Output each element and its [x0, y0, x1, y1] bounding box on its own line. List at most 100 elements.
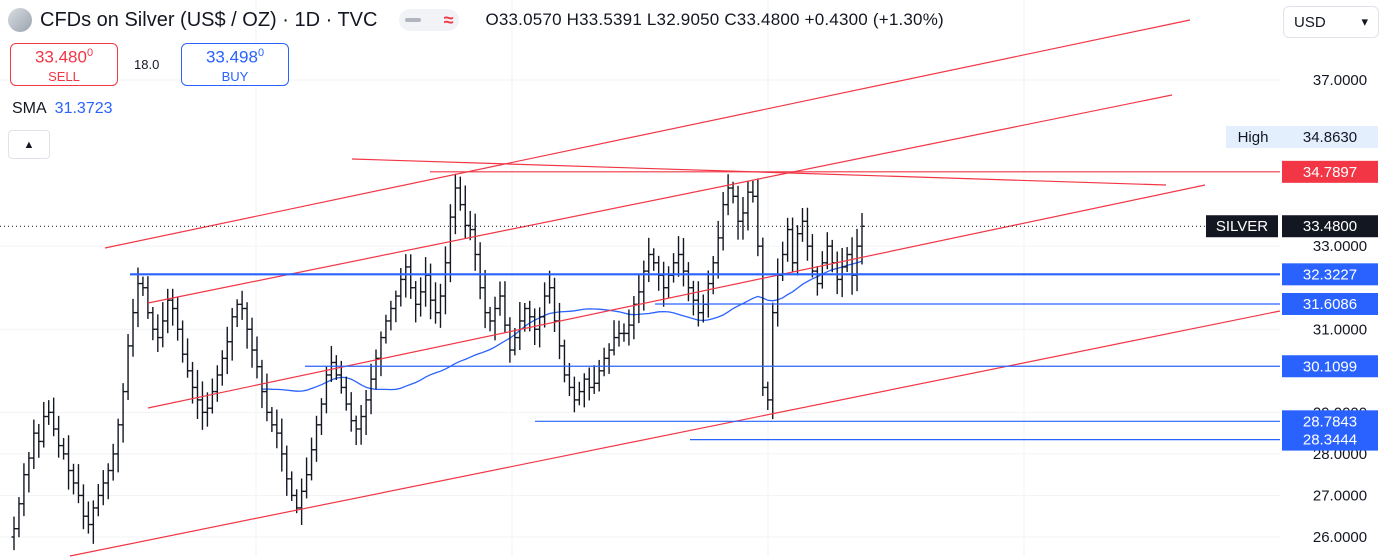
ohlc-bar — [368, 363, 374, 415]
ohlc-bar — [552, 277, 558, 333]
ohlc-bar — [348, 392, 354, 432]
ohlc-bar — [160, 302, 166, 348]
flag-pill[interactable]: ≈ — [399, 9, 460, 31]
price-label-badge: 34.7897 — [1282, 160, 1378, 183]
symbol-header: CFDs on Silver (US$ / OZ) · 1D · TVC ≈ O… — [8, 6, 944, 34]
ohlc-bar — [56, 415, 62, 458]
ohlc-bar — [185, 338, 191, 378]
ohlc-bar — [854, 228, 860, 292]
ohlc-bar — [542, 282, 548, 328]
buy-button[interactable]: 33.4980 BUY — [181, 43, 289, 86]
ohlc-bar — [343, 376, 349, 411]
axis-tick-label: 37.0000 — [1313, 72, 1367, 89]
ohlc-bar — [204, 392, 210, 427]
ohlc-bar — [234, 299, 240, 328]
ohlc-bar — [606, 343, 612, 374]
ohlc-bar — [646, 237, 652, 283]
ohlc-bar — [403, 254, 409, 298]
ohlc-bar — [100, 470, 106, 506]
ohlc-bar — [125, 334, 131, 401]
sma-value: 31.3723 — [54, 100, 113, 117]
ohlc-readout: O33.0570 H33.5391 L32.9050 C33.4800 +0.4… — [485, 10, 944, 29]
axis-tick-label: 26.0000 — [1313, 529, 1367, 546]
badge-value: 34.7897 — [1303, 164, 1357, 181]
ohlc-bar — [839, 247, 845, 298]
badge-value: 28.3444 — [1303, 432, 1357, 449]
sell-button[interactable]: 33.4800 SELL — [10, 43, 118, 86]
ohlc-bar — [735, 185, 741, 240]
silver-logo-icon — [8, 8, 32, 32]
ohlc-bar — [155, 314, 161, 352]
ohlc-bar — [730, 181, 736, 204]
ohlc-bar — [279, 418, 285, 472]
price-label-badge: 28.3444 — [1282, 428, 1378, 451]
ohlc-bar — [110, 443, 116, 481]
ohlc-bar — [90, 500, 96, 544]
ohlc-bar — [165, 288, 171, 334]
ohlc-bar — [586, 367, 592, 401]
ohlc-bar — [190, 361, 196, 404]
ohlc-bar — [284, 445, 290, 496]
badge-bg — [1282, 160, 1378, 183]
price-label-badge: 32.3227 — [1282, 263, 1378, 286]
symbol-badge-label: SILVER — [1216, 218, 1268, 235]
ohlc-bar — [626, 309, 632, 346]
ohlc-bar — [314, 415, 320, 462]
ohlc-bar — [804, 207, 810, 261]
ohlc-bar — [363, 390, 369, 436]
ohlc-bar — [264, 373, 270, 422]
ohlc-bar — [95, 483, 101, 517]
ohlc-bar — [561, 339, 567, 383]
ohlc-bar — [576, 381, 582, 406]
badge-value: 31.6086 — [1303, 296, 1357, 313]
ohlc-bar — [527, 300, 533, 332]
ohlc-bar — [770, 302, 776, 420]
ohlc-bar — [249, 317, 255, 368]
badge-bg — [1282, 410, 1378, 433]
ohlc-bar — [180, 320, 186, 363]
ohlc-bar — [229, 307, 235, 361]
ohlc-bar — [21, 463, 27, 517]
ohlc-bar — [408, 254, 414, 299]
spread-value: 18.0 — [134, 57, 160, 72]
ohlc-bar — [274, 409, 280, 449]
ohlc-bar — [31, 419, 37, 470]
ohlc-bar — [472, 213, 478, 271]
ohlc-bar — [194, 369, 200, 419]
buy-price: 33.4980 — [182, 47, 288, 68]
axis-tick-label: 33.0000 — [1313, 238, 1367, 255]
high-value-bg — [1282, 126, 1378, 148]
symbol-title[interactable]: CFDs on Silver (US$ / OZ) · 1D · TVC — [40, 8, 378, 31]
sma-legend[interactable]: SMA 31.3723 — [12, 100, 113, 118]
ohlc-bar — [115, 418, 121, 473]
last-price-bg — [1282, 215, 1378, 238]
high-badge-bg — [1226, 126, 1282, 148]
axis-tick-label: 27.0000 — [1313, 487, 1367, 504]
trendline — [69, 310, 1281, 557]
ohlc-bar — [16, 497, 22, 538]
sma-layer — [261, 260, 863, 392]
ohlc-bar — [785, 217, 791, 262]
ohlc-bar — [671, 253, 677, 283]
ohlc-bar — [254, 336, 260, 379]
collapse-legend-button[interactable]: ▲ — [8, 130, 50, 159]
ohlc-bar — [775, 258, 781, 327]
price-label-badge: 31.6086 — [1282, 292, 1378, 315]
ohlc-bar — [547, 270, 553, 304]
ohlc-bar — [700, 294, 706, 323]
ohlc-bar — [358, 404, 364, 445]
ohlc-bar — [105, 463, 111, 500]
ohlc-bar — [66, 435, 72, 490]
buy-price-sup: 0 — [257, 47, 265, 59]
ohlc-bar — [413, 280, 419, 323]
ohlc-bar — [680, 238, 686, 287]
ohlc-bar — [442, 246, 448, 315]
ohlc-bar — [393, 290, 399, 323]
sell-price-main: 33.480 — [34, 47, 87, 67]
ohlc-bar — [333, 355, 339, 380]
currency-select[interactable]: USD ▾ — [1283, 6, 1379, 38]
ohlc-bar — [418, 277, 424, 317]
last-price-value: 33.4800 — [1303, 218, 1357, 235]
ohlc-bar — [130, 298, 136, 357]
